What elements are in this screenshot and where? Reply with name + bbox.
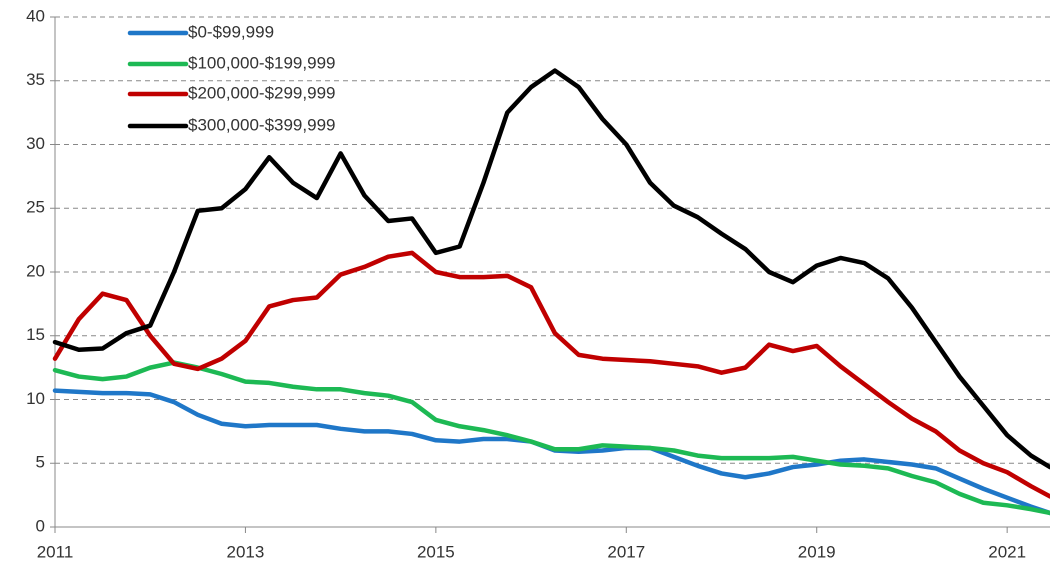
y-tick-label: 25 [26,198,45,217]
x-tick-label: 2017 [607,542,645,561]
y-tick-label: 40 [26,6,45,25]
y-tick-label: 35 [26,70,45,89]
x-tick-label: 2011 [37,542,74,561]
series-line [52,360,1050,516]
x-tick-label: 2019 [798,542,836,561]
y-tick-label: 20 [26,261,45,280]
y-tick-label: 5 [36,453,45,472]
x-tick-label: 2015 [417,542,455,561]
series-line [52,68,1050,470]
legend-label: $200,000-$299,999 [188,83,335,102]
legend-label: $0-$99,999 [188,22,274,41]
legend-label: $100,000-$199,999 [188,53,335,72]
legend-label: $300,000-$399,999 [188,115,335,134]
y-tick-label: 0 [36,516,45,535]
y-tick-label: 10 [26,389,45,408]
y-tick-label: 15 [26,325,45,344]
y-tick-label: 30 [26,134,45,153]
x-tick-label: 2021 [988,542,1026,561]
series-line [52,250,1050,499]
x-tick-label: 2013 [227,542,265,561]
